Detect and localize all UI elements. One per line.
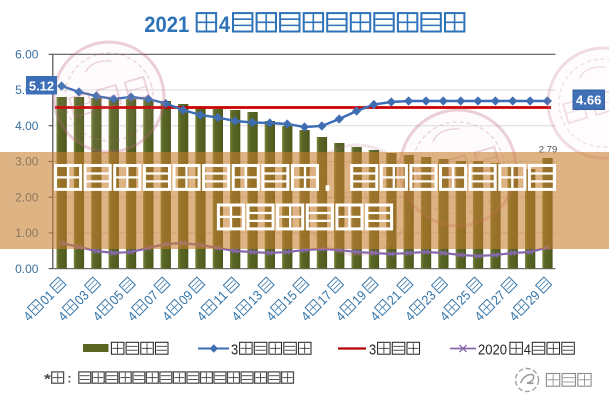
svg-text:2021: 2021 [144,12,189,37]
svg-text:*: * [44,372,52,387]
svg-text:6.00: 6.00 [15,48,39,62]
svg-text:3: 3 [369,343,376,359]
svg-text:4: 4 [524,343,531,359]
svg-text:4: 4 [219,12,231,37]
svg-text:5.12: 5.12 [29,79,54,94]
svg-text:4.66: 4.66 [576,93,601,108]
svg-text:3: 3 [231,343,238,359]
svg-text:2.79: 2.79 [539,145,558,156]
svg-text:2020: 2020 [478,343,507,359]
svg-text:0.00: 0.00 [15,262,39,276]
svg-text:4.00: 4.00 [15,119,39,133]
